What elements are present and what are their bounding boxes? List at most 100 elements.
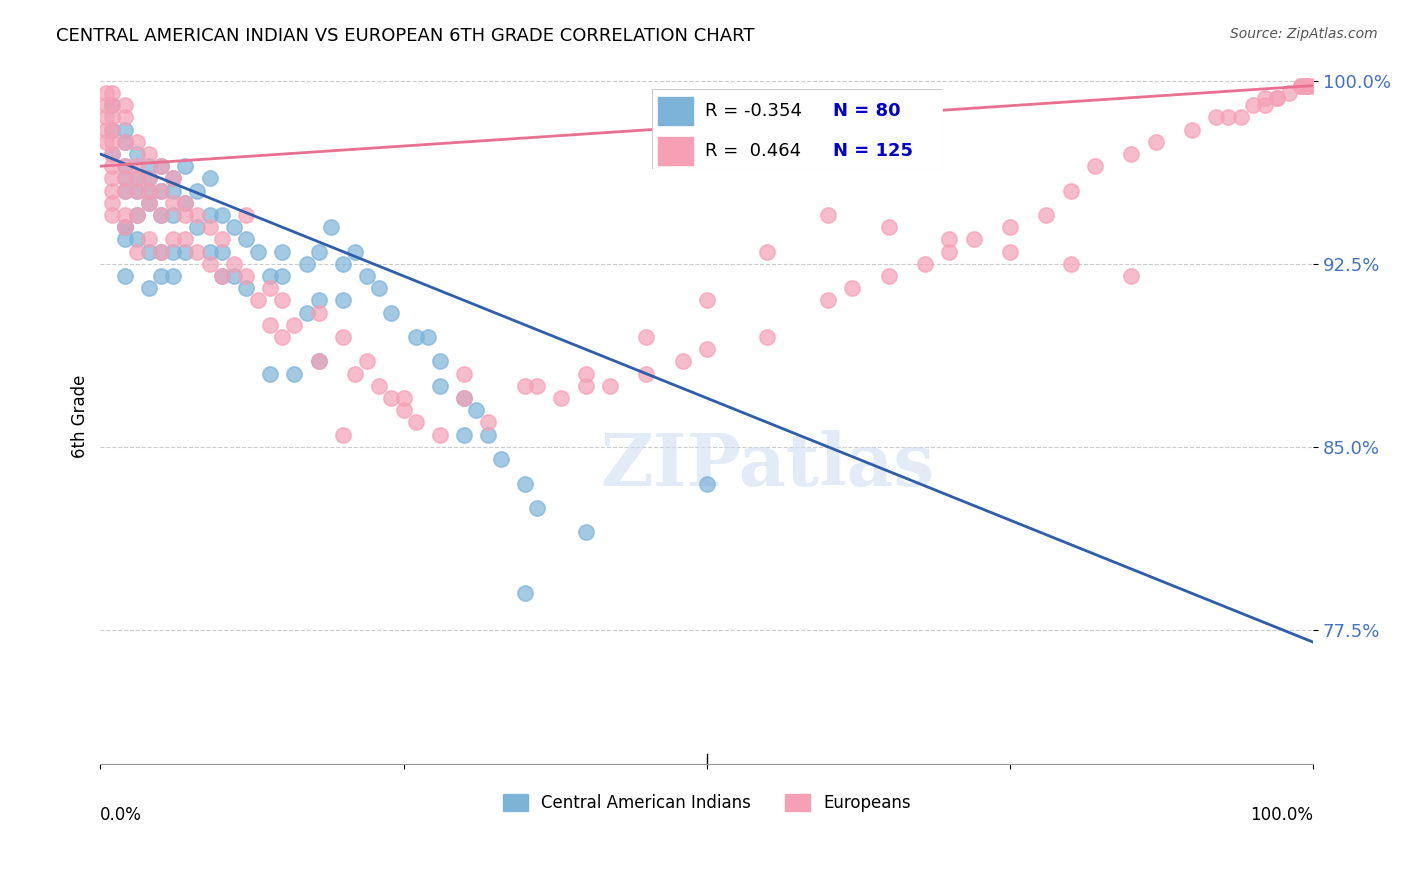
Central American Indians <box>308 354 330 368</box>
Europeans <box>114 159 136 173</box>
Europeans <box>114 98 136 112</box>
Europeans <box>1060 257 1083 271</box>
Europeans <box>550 391 572 405</box>
Central American Indians <box>150 244 173 259</box>
Central American Indians <box>125 232 148 246</box>
Europeans <box>636 330 658 344</box>
Central American Indians <box>696 476 718 491</box>
Central American Indians <box>489 452 512 467</box>
Central American Indians <box>332 293 354 308</box>
Europeans <box>125 184 148 198</box>
Europeans <box>138 195 160 210</box>
Central American Indians <box>138 244 160 259</box>
Europeans <box>114 171 136 186</box>
Central American Indians <box>125 208 148 222</box>
Europeans <box>1254 98 1277 112</box>
Central American Indians <box>283 367 305 381</box>
Europeans <box>841 281 863 295</box>
Europeans <box>453 391 475 405</box>
Central American Indians <box>186 220 208 235</box>
Europeans <box>756 244 779 259</box>
Europeans <box>380 391 402 405</box>
Europeans <box>429 427 451 442</box>
Europeans <box>114 184 136 198</box>
Europeans <box>125 159 148 173</box>
Europeans <box>101 98 124 112</box>
Europeans <box>513 379 536 393</box>
Central American Indians <box>319 220 342 235</box>
Europeans <box>101 208 124 222</box>
Europeans <box>938 232 960 246</box>
Central American Indians <box>465 403 488 417</box>
Central American Indians <box>271 244 294 259</box>
Central American Indians <box>222 220 245 235</box>
Europeans <box>150 208 173 222</box>
Europeans <box>1296 78 1319 93</box>
Europeans <box>332 330 354 344</box>
Central American Indians <box>405 330 427 344</box>
Europeans <box>1218 111 1240 125</box>
Central American Indians <box>332 257 354 271</box>
Central American Indians <box>453 427 475 442</box>
Europeans <box>101 171 124 186</box>
Europeans <box>101 147 124 161</box>
Central American Indians <box>101 98 124 112</box>
Europeans <box>877 220 900 235</box>
Central American Indians <box>114 220 136 235</box>
Central American Indians <box>198 171 221 186</box>
Central American Indians <box>429 379 451 393</box>
Central American Indians <box>259 367 281 381</box>
Europeans <box>162 232 184 246</box>
Europeans <box>938 244 960 259</box>
Central American Indians <box>114 268 136 283</box>
Central American Indians <box>174 244 197 259</box>
Central American Indians <box>356 268 378 283</box>
Europeans <box>222 257 245 271</box>
Europeans <box>101 159 124 173</box>
Europeans <box>101 184 124 198</box>
Central American Indians <box>380 305 402 319</box>
Central American Indians <box>198 208 221 222</box>
Europeans <box>150 184 173 198</box>
Europeans <box>308 305 330 319</box>
Europeans <box>283 318 305 332</box>
Central American Indians <box>211 244 233 259</box>
Europeans <box>1144 135 1167 149</box>
Central American Indians <box>162 184 184 198</box>
Central American Indians <box>162 268 184 283</box>
Europeans <box>1289 78 1312 93</box>
Central American Indians <box>125 184 148 198</box>
Europeans <box>247 293 270 308</box>
Europeans <box>405 416 427 430</box>
Central American Indians <box>101 147 124 161</box>
Europeans <box>998 220 1021 235</box>
Central American Indians <box>295 257 318 271</box>
Europeans <box>1289 78 1312 93</box>
Europeans <box>162 195 184 210</box>
Central American Indians <box>295 305 318 319</box>
Europeans <box>392 403 415 417</box>
Europeans <box>914 257 936 271</box>
Europeans <box>817 208 839 222</box>
Central American Indians <box>271 268 294 283</box>
Europeans <box>574 379 596 393</box>
Central American Indians <box>526 500 548 515</box>
Central American Indians <box>114 135 136 149</box>
Europeans <box>1121 268 1143 283</box>
Central American Indians <box>162 244 184 259</box>
Central American Indians <box>247 244 270 259</box>
Europeans <box>259 281 281 295</box>
Europeans <box>96 86 118 100</box>
Europeans <box>308 354 330 368</box>
Europeans <box>125 171 148 186</box>
Europeans <box>1084 159 1107 173</box>
Central American Indians <box>186 184 208 198</box>
Europeans <box>259 318 281 332</box>
Central American Indians <box>235 281 257 295</box>
Europeans <box>1035 208 1057 222</box>
Europeans <box>1121 147 1143 161</box>
Central American Indians <box>416 330 439 344</box>
Europeans <box>96 135 118 149</box>
Central American Indians <box>453 391 475 405</box>
Text: CENTRAL AMERICAN INDIAN VS EUROPEAN 6TH GRADE CORRELATION CHART: CENTRAL AMERICAN INDIAN VS EUROPEAN 6TH … <box>56 27 755 45</box>
